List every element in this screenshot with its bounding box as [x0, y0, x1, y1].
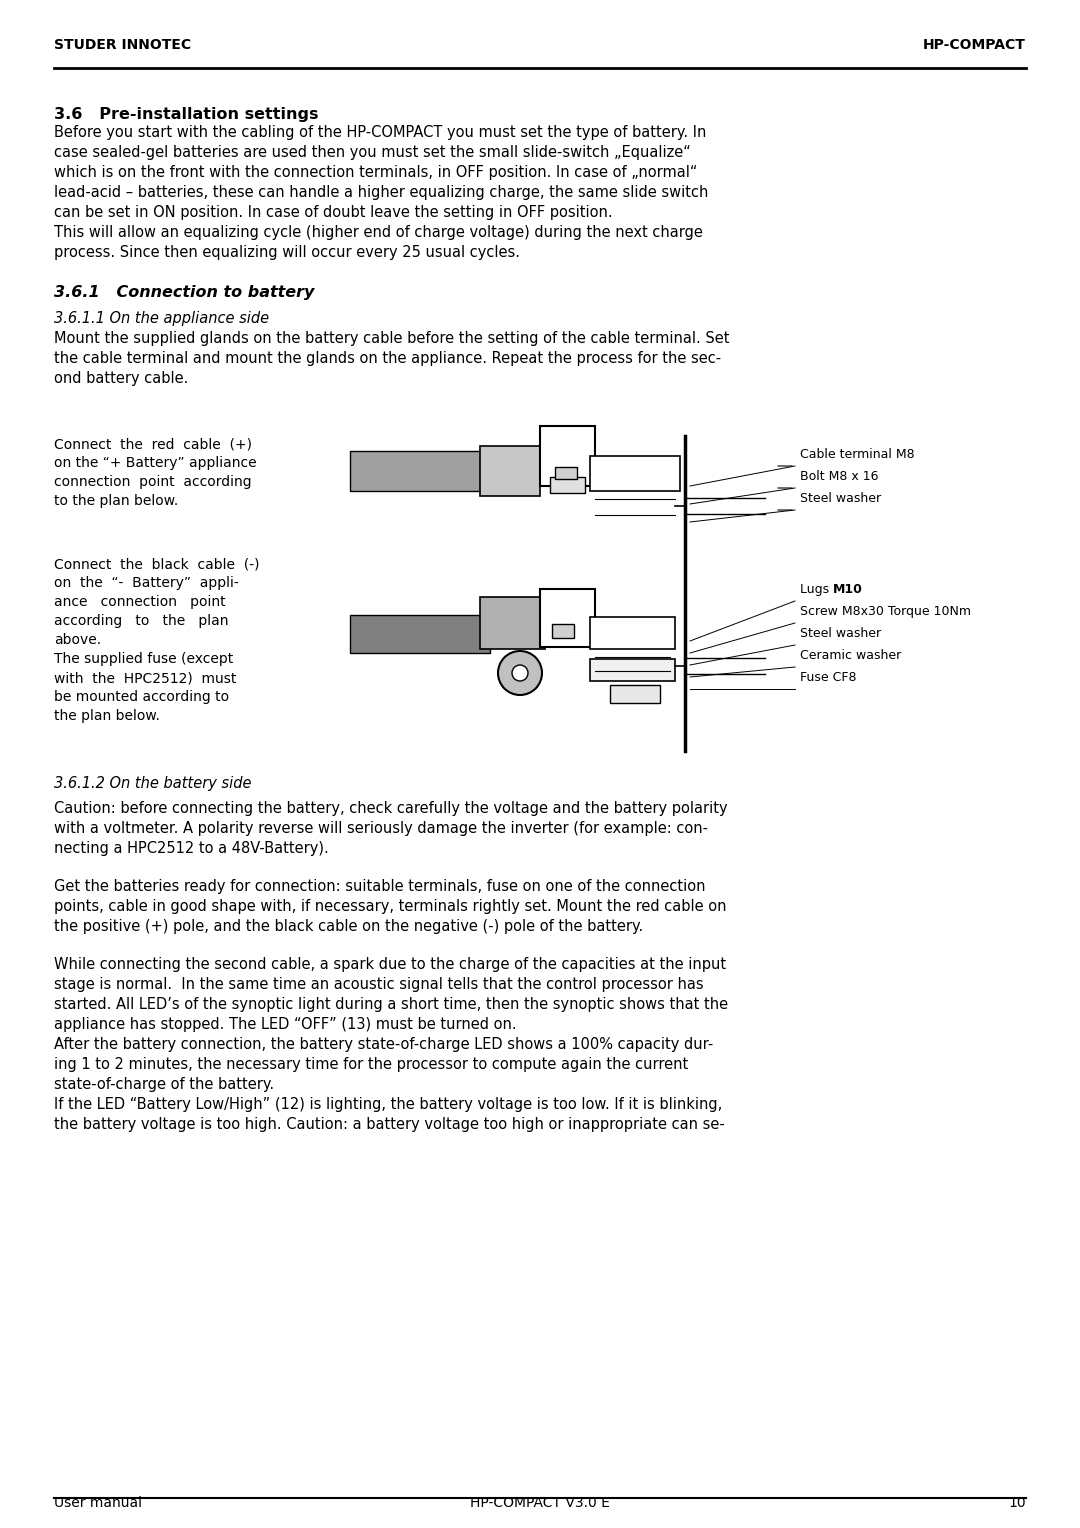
Text: necting a HPC2512 to a 48V-Battery).: necting a HPC2512 to a 48V-Battery). — [54, 840, 328, 856]
Text: User manual: User manual — [54, 1496, 141, 1510]
Text: If the LED “Battery Low/High” (12) is lighting, the battery voltage is too low. : If the LED “Battery Low/High” (12) is li… — [54, 1097, 723, 1112]
Bar — [540, 588, 595, 646]
Text: process. Since then equalizing will occur every 25 usual cycles.: process. Since then equalizing will occu… — [54, 244, 519, 260]
Text: Connect  the  black  cable  (-): Connect the black cable (-) — [54, 558, 259, 571]
Text: appliance has stopped. The LED “OFF” (13) must be turned on.: appliance has stopped. The LED “OFF” (13… — [54, 1018, 516, 1031]
Text: the plan below.: the plan below. — [54, 709, 160, 723]
Bar — [590, 659, 675, 681]
Text: be mounted according to: be mounted according to — [54, 691, 229, 704]
Text: connection  point  according: connection point according — [54, 475, 252, 489]
Text: the battery voltage is too high. Caution: a battery voltage too high or inapprop: the battery voltage is too high. Caution… — [54, 1117, 725, 1132]
Bar — [540, 426, 595, 486]
Text: M10: M10 — [833, 584, 863, 596]
Text: the cable terminal and mount the glands on the appliance. Repeat the process for: the cable terminal and mount the glands … — [54, 351, 721, 367]
Text: 3.6   Pre-installation settings: 3.6 Pre-installation settings — [54, 107, 319, 122]
Text: lead-acid – batteries, these can handle a higher equalizing charge, the same sli: lead-acid – batteries, these can handle … — [54, 185, 708, 200]
Text: Connect  the  red  cable  (+): Connect the red cable (+) — [54, 437, 252, 451]
Text: Mount the supplied glands on the battery cable before the setting of the cable t: Mount the supplied glands on the battery… — [54, 332, 729, 345]
Text: STUDER INNOTEC: STUDER INNOTEC — [54, 38, 191, 52]
Bar — [480, 597, 545, 649]
Text: Before you start with the cabling of the HP-COMPACT you must set the type of bat: Before you start with the cabling of the… — [54, 125, 706, 141]
Text: Ceramic washer: Ceramic washer — [800, 649, 901, 662]
Text: Lugs: Lugs — [800, 584, 833, 596]
Bar — [590, 455, 680, 490]
Text: can be set in ON position. In case of doubt leave the setting in OFF position.: can be set in ON position. In case of do… — [54, 205, 612, 220]
Bar — [350, 451, 490, 490]
Bar — [590, 617, 675, 649]
Text: 3.6.1.1 On the appliance side: 3.6.1.1 On the appliance side — [54, 312, 269, 325]
Text: Steel washer: Steel washer — [800, 492, 881, 504]
Text: above.: above. — [54, 633, 102, 646]
Text: points, cable in good shape with, if necessary, terminals rightly set. Mount the: points, cable in good shape with, if nec… — [54, 898, 727, 914]
Bar — [350, 614, 490, 652]
Text: This will allow an equalizing cycle (higher end of charge voltage) during the ne: This will allow an equalizing cycle (hig… — [54, 225, 703, 240]
Text: Screw M8x30 Torque 10Nm: Screw M8x30 Torque 10Nm — [800, 605, 971, 617]
Text: ance   connection   point: ance connection point — [54, 594, 226, 610]
Text: with  the  HPC2512)  must: with the HPC2512) must — [54, 671, 237, 685]
Text: stage is normal.  In the same time an acoustic signal tells that the control pro: stage is normal. In the same time an aco… — [54, 976, 704, 992]
Text: 3.6.1.2 On the battery side: 3.6.1.2 On the battery side — [54, 776, 252, 792]
Text: ond battery cable.: ond battery cable. — [54, 371, 188, 387]
Text: with a voltmeter. A polarity reverse will seriously damage the inverter (for exa: with a voltmeter. A polarity reverse wil… — [54, 821, 708, 836]
Text: The supplied fuse (except: The supplied fuse (except — [54, 652, 233, 666]
Text: While connecting the second cable, a spark due to the charge of the capacities a: While connecting the second cable, a spa… — [54, 957, 726, 972]
Text: Steel washer: Steel washer — [800, 626, 881, 640]
Text: Cable terminal M8: Cable terminal M8 — [800, 448, 915, 461]
Text: Caution: before connecting the battery, check carefully the voltage and the batt: Caution: before connecting the battery, … — [54, 801, 728, 816]
Bar — [552, 623, 573, 639]
Text: started. All LED’s of the synoptic light during a short time, then the synoptic : started. All LED’s of the synoptic light… — [54, 996, 728, 1012]
Text: state-of-charge of the battery.: state-of-charge of the battery. — [54, 1077, 274, 1093]
Text: Get the batteries ready for connection: suitable terminals, fuse on one of the c: Get the batteries ready for connection: … — [54, 879, 705, 894]
Text: the positive (+) pole, and the black cable on the negative (-) pole of the batte: the positive (+) pole, and the black cab… — [54, 918, 644, 934]
Text: 3.6.1   Connection to battery: 3.6.1 Connection to battery — [54, 286, 314, 299]
Text: HP-COMPACT: HP-COMPACT — [923, 38, 1026, 52]
Text: After the battery connection, the battery state-of-charge LED shows a 100% capac: After the battery connection, the batter… — [54, 1038, 713, 1051]
Text: case sealed-gel batteries are used then you must set the small slide-switch „Equ: case sealed-gel batteries are used then … — [54, 145, 691, 160]
Text: on  the  “-  Battery”  appli-: on the “- Battery” appli- — [54, 576, 239, 590]
Text: 10: 10 — [1009, 1496, 1026, 1510]
Bar — [555, 468, 577, 478]
Circle shape — [512, 665, 528, 681]
Bar — [550, 477, 585, 494]
Bar — [610, 685, 660, 703]
Text: ing 1 to 2 minutes, the necessary time for the processor to compute again the cu: ing 1 to 2 minutes, the necessary time f… — [54, 1057, 688, 1073]
Text: which is on the front with the connection terminals, in OFF position. In case of: which is on the front with the connectio… — [54, 165, 698, 180]
Bar — [480, 446, 540, 497]
Text: Bolt M8 x 16: Bolt M8 x 16 — [800, 471, 878, 483]
Text: on the “+ Battery” appliance: on the “+ Battery” appliance — [54, 455, 257, 471]
Text: Fuse CF8: Fuse CF8 — [800, 671, 856, 685]
Text: HP-COMPACT V3.0 E: HP-COMPACT V3.0 E — [470, 1496, 610, 1510]
Text: according   to   the   plan: according to the plan — [54, 614, 229, 628]
Text: to the plan below.: to the plan below. — [54, 494, 178, 507]
Circle shape — [498, 651, 542, 695]
